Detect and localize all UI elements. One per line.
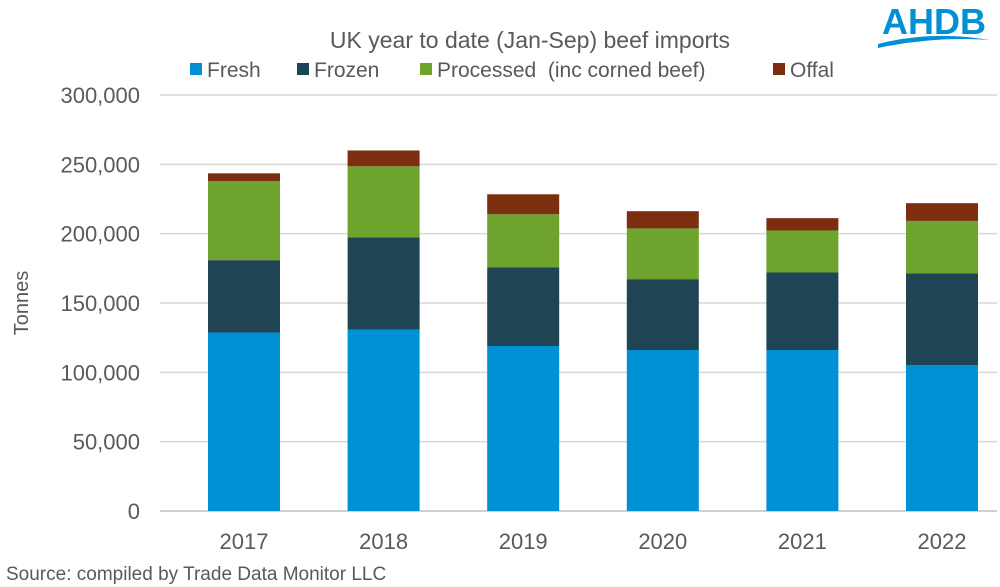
legend-swatch bbox=[420, 63, 432, 75]
bar-segment-frozen-2018 bbox=[347, 237, 420, 330]
legend: Fresh Frozen Processed (inc corned beef) Of… bbox=[190, 59, 834, 82]
bar-segment-fresh-2021 bbox=[766, 350, 839, 511]
x-tick-label: 2020 bbox=[638, 529, 687, 554]
y-tick-label: 150,000 bbox=[60, 291, 140, 316]
y-tick-label: 100,000 bbox=[60, 360, 140, 385]
logo-swoosh bbox=[878, 35, 990, 48]
bar-segment-processed-2020 bbox=[626, 228, 699, 280]
ahdb-logo: AHDB bbox=[878, 1, 990, 48]
legend-swatch bbox=[297, 63, 309, 75]
x-axis-ticks: 2017 2018 2019 2020 2021 2022 bbox=[220, 529, 967, 554]
bar-segment-offal-2021 bbox=[766, 218, 839, 231]
legend-swatch bbox=[190, 63, 202, 75]
y-axis-label: Tonnes bbox=[11, 271, 33, 336]
bar-segment-fresh-2017 bbox=[208, 332, 280, 511]
bar-segment-processed-2019 bbox=[487, 214, 560, 268]
bar-segment-fresh-2019 bbox=[487, 345, 560, 511]
bar-segment-frozen-2022 bbox=[906, 273, 978, 365]
legend-label: Frozen bbox=[314, 59, 379, 82]
bar-segment-offal-2020 bbox=[626, 211, 699, 229]
legend-swatch bbox=[773, 63, 785, 75]
bar-segment-offal-2019 bbox=[487, 194, 560, 215]
legend-label: Offal bbox=[790, 59, 834, 82]
bar-segment-frozen-2019 bbox=[487, 267, 560, 346]
bar-segment-offal-2022 bbox=[906, 203, 978, 221]
x-tick-label: 2018 bbox=[359, 529, 408, 554]
x-tick-label: 2019 bbox=[499, 529, 548, 554]
y-tick-label: 300,000 bbox=[60, 83, 140, 108]
y-tick-label: 50,000 bbox=[73, 430, 140, 455]
bar-segment-processed-2017 bbox=[208, 180, 280, 261]
x-tick-label: 2017 bbox=[220, 529, 269, 554]
legend-label: Processed (inc corned beef) bbox=[437, 59, 705, 82]
y-axis-ticks: 0 50,000 100,000 150,000 200,000 250,000 300,0… bbox=[60, 83, 140, 524]
bar-segment-processed-2021 bbox=[766, 230, 839, 273]
bar-segment-fresh-2022 bbox=[906, 364, 978, 511]
bars bbox=[208, 150, 978, 511]
x-tick-label: 2022 bbox=[918, 529, 967, 554]
bar-segment-frozen-2017 bbox=[208, 260, 280, 333]
y-tick-label: 200,000 bbox=[60, 222, 140, 247]
bar-segment-fresh-2018 bbox=[347, 329, 420, 511]
logo-text: AHDB bbox=[882, 1, 986, 42]
chart-title: UK year to date (Jan-Sep) beef imports bbox=[330, 27, 730, 53]
bar-segment-processed-2018 bbox=[347, 166, 420, 238]
gridlines bbox=[160, 94, 997, 512]
bar-segment-offal-2018 bbox=[347, 150, 420, 167]
y-tick-label: 0 bbox=[128, 499, 140, 524]
bar-segment-fresh-2020 bbox=[626, 350, 699, 511]
bar-segment-frozen-2020 bbox=[626, 279, 699, 351]
bar-segment-frozen-2021 bbox=[766, 272, 839, 351]
legend-label: Fresh bbox=[207, 59, 261, 82]
source-note: Source: compiled by Trade Data Monitor L… bbox=[6, 564, 386, 585]
bar-segment-processed-2022 bbox=[906, 220, 978, 274]
bar-segment-offal-2017 bbox=[208, 173, 280, 181]
y-tick-label: 250,000 bbox=[60, 152, 140, 177]
x-tick-label: 2021 bbox=[778, 529, 827, 554]
